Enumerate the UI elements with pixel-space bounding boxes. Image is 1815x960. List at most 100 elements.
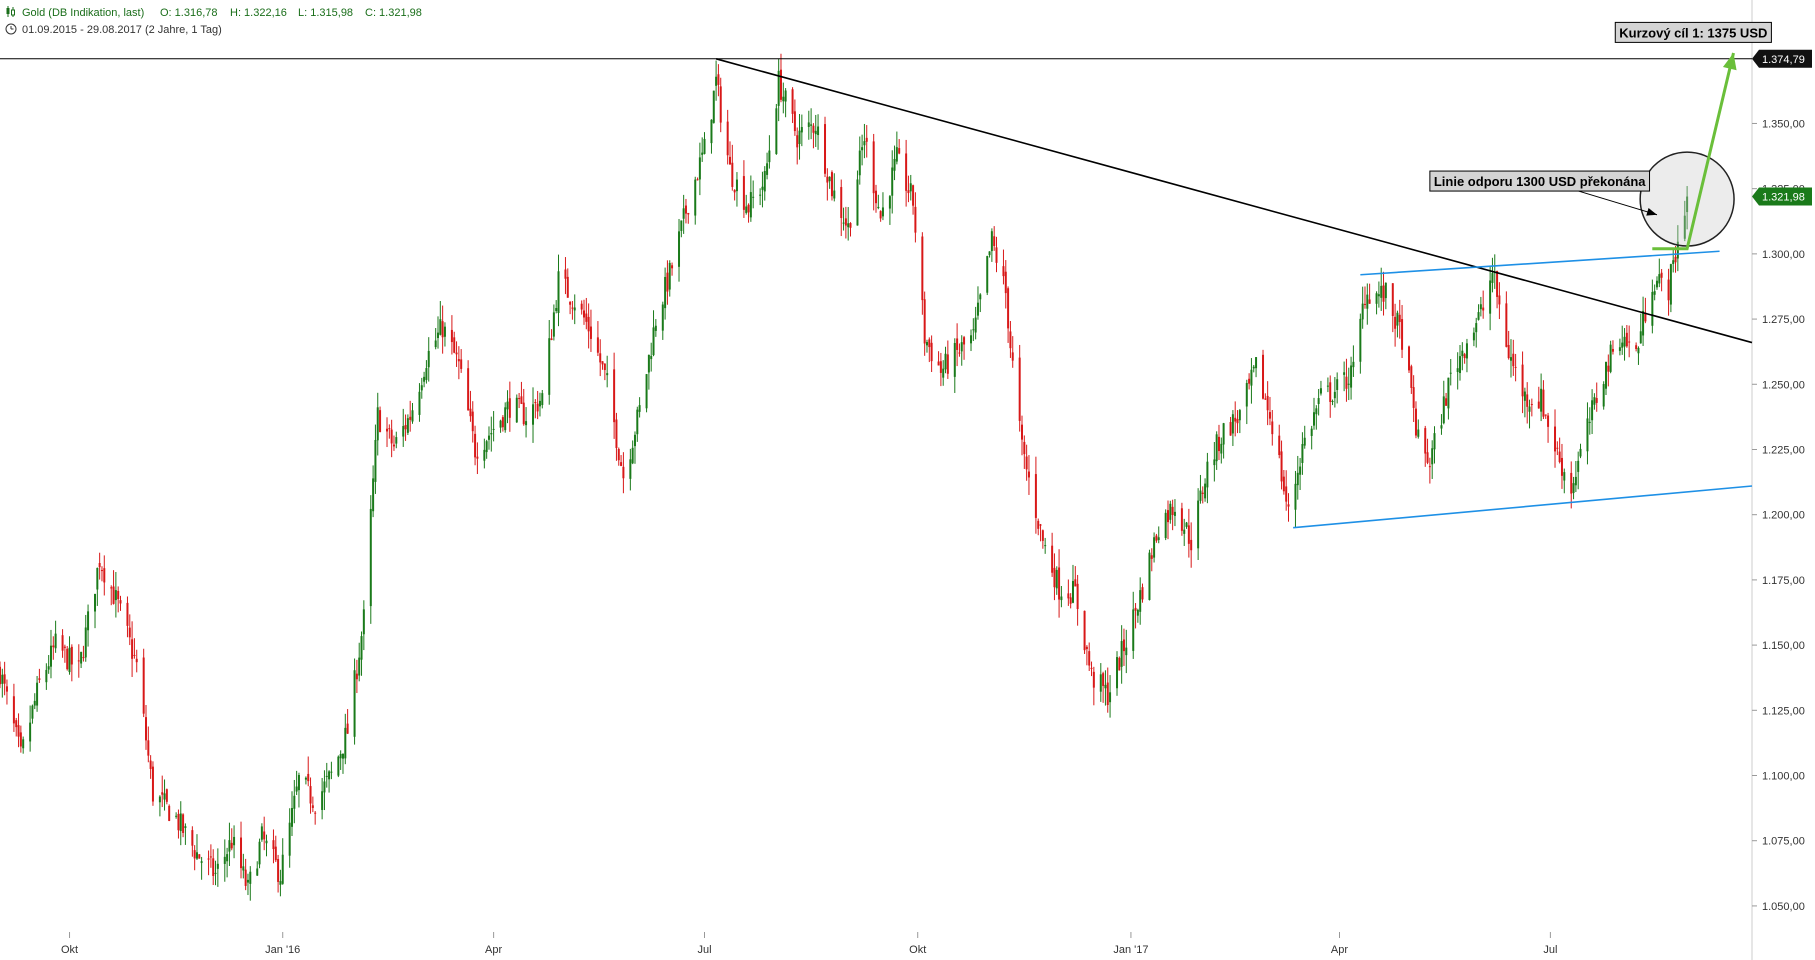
candle-down bbox=[1607, 365, 1610, 372]
candle-down bbox=[1542, 389, 1545, 417]
candle-down bbox=[77, 660, 80, 662]
candle-down bbox=[585, 313, 588, 322]
candle-down bbox=[726, 121, 729, 156]
candle-up bbox=[759, 194, 762, 196]
candle-up bbox=[766, 163, 769, 175]
candle-down bbox=[1530, 404, 1533, 406]
candle-up bbox=[1574, 476, 1577, 486]
candle-up bbox=[1361, 303, 1364, 320]
candle-down bbox=[684, 205, 687, 214]
candle-up bbox=[337, 756, 340, 776]
candle-up bbox=[353, 670, 356, 737]
candle-down bbox=[956, 338, 959, 350]
candle-up bbox=[638, 405, 641, 412]
candle-down bbox=[5, 686, 8, 692]
candle-down bbox=[1058, 567, 1061, 600]
candle-up bbox=[402, 426, 405, 437]
candle-down bbox=[1556, 447, 1559, 449]
candle-down bbox=[191, 830, 194, 846]
candle-up bbox=[1153, 537, 1156, 558]
candle-up bbox=[552, 312, 555, 337]
candle-up bbox=[1491, 273, 1494, 283]
y-tick-label: 1.250,00 bbox=[1762, 379, 1805, 391]
candle-down bbox=[404, 424, 407, 430]
candle-up bbox=[1319, 388, 1322, 394]
candle-up bbox=[1417, 429, 1420, 437]
candle-up bbox=[698, 157, 701, 180]
candle-up bbox=[492, 428, 495, 430]
candle-down bbox=[147, 740, 150, 756]
candle-up bbox=[1315, 408, 1318, 415]
candle-up bbox=[47, 666, 50, 670]
candle-down bbox=[1053, 567, 1056, 588]
candle-up bbox=[636, 409, 639, 435]
candle-up bbox=[395, 437, 398, 444]
candle-down bbox=[103, 568, 106, 583]
candle-up bbox=[1060, 596, 1063, 601]
candle-up bbox=[1577, 460, 1580, 472]
candle-up bbox=[678, 231, 681, 267]
candle-up bbox=[1658, 274, 1661, 284]
candle-up bbox=[782, 96, 785, 102]
candle-up bbox=[1461, 350, 1464, 357]
candle-up bbox=[226, 854, 229, 862]
candle-down bbox=[907, 190, 910, 194]
candle-down bbox=[193, 850, 196, 859]
candle-up bbox=[1294, 483, 1297, 510]
candle-down bbox=[182, 814, 185, 833]
candle-up bbox=[1586, 418, 1589, 452]
candle-up bbox=[828, 176, 831, 182]
candle-up bbox=[158, 796, 161, 803]
candle-up bbox=[810, 124, 813, 126]
ohlc-close: C: 1.321,98 bbox=[365, 7, 422, 19]
candle-up bbox=[1120, 641, 1123, 667]
candle-down bbox=[1426, 452, 1429, 463]
candle-up bbox=[29, 722, 32, 742]
candle-down bbox=[98, 563, 101, 568]
candle-down bbox=[70, 646, 73, 665]
candle-up bbox=[1220, 443, 1223, 454]
candle-up bbox=[330, 771, 333, 773]
candle-down bbox=[520, 396, 523, 404]
candle-up bbox=[246, 879, 249, 883]
candle-down bbox=[110, 587, 113, 589]
candle-up bbox=[863, 141, 866, 146]
candle-down bbox=[12, 696, 15, 724]
candle-down bbox=[583, 310, 585, 318]
candle-down bbox=[1595, 398, 1598, 403]
candle-down bbox=[1424, 428, 1427, 454]
candle-down bbox=[518, 398, 521, 400]
candle-down bbox=[898, 148, 901, 154]
candle-up bbox=[515, 397, 518, 423]
candle-up bbox=[1637, 347, 1640, 354]
candle-up bbox=[960, 342, 963, 352]
candle-up bbox=[1380, 285, 1383, 298]
candle-up bbox=[555, 308, 558, 311]
candle-up bbox=[1173, 511, 1176, 516]
candle-down bbox=[993, 236, 996, 246]
candle-up bbox=[1523, 391, 1526, 401]
y-tick-label: 1.125,00 bbox=[1762, 705, 1805, 717]
candle-down bbox=[1004, 271, 1007, 294]
candle-up bbox=[36, 682, 39, 706]
candle-down bbox=[168, 805, 171, 821]
candle-up bbox=[650, 355, 653, 360]
y-tick-label: 1.275,00 bbox=[1762, 314, 1805, 326]
candle-up bbox=[1352, 361, 1355, 368]
candle-down bbox=[1011, 352, 1014, 361]
candle-up bbox=[293, 795, 296, 809]
candle-down bbox=[601, 361, 604, 365]
candle-up bbox=[228, 840, 231, 852]
candle-up bbox=[701, 152, 704, 155]
candle-down bbox=[1278, 435, 1281, 456]
candle-down bbox=[571, 307, 574, 309]
x-tick-label: Jul bbox=[1543, 944, 1557, 956]
candle-up bbox=[942, 368, 945, 378]
candle-up bbox=[881, 207, 884, 217]
candle-down bbox=[1514, 366, 1517, 368]
candle-down bbox=[15, 720, 18, 728]
candle-down bbox=[471, 411, 474, 432]
candle-up bbox=[1431, 448, 1434, 465]
candle-down bbox=[1537, 401, 1540, 409]
candle-up bbox=[94, 593, 97, 612]
